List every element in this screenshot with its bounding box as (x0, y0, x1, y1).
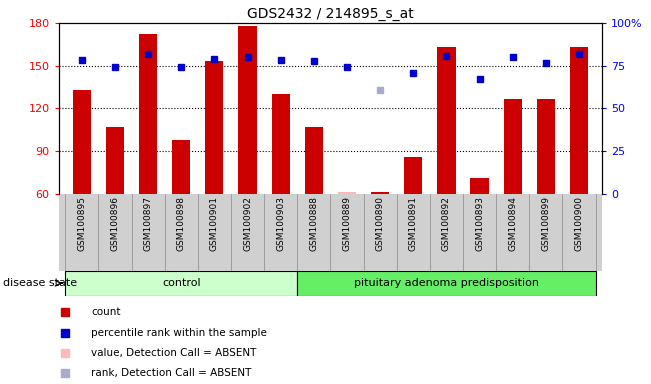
Title: GDS2432 / 214895_s_at: GDS2432 / 214895_s_at (247, 7, 414, 21)
Text: GSM100892: GSM100892 (442, 196, 451, 251)
Text: disease state: disease state (3, 278, 77, 288)
Text: GSM100902: GSM100902 (243, 196, 252, 251)
Text: GSM100889: GSM100889 (342, 196, 352, 251)
Bar (536, 99, 555, 194)
Text: GSM100900: GSM100900 (574, 196, 583, 251)
Bar (106, 127, 124, 194)
Bar (437, 47, 456, 194)
Bar (371, 192, 389, 194)
Bar (570, 47, 588, 194)
Bar (298, 271, 596, 296)
Text: GSM100890: GSM100890 (376, 196, 385, 251)
Text: GSM100888: GSM100888 (309, 196, 318, 251)
Bar (504, 99, 522, 194)
Text: GSM100891: GSM100891 (409, 196, 418, 251)
Bar (471, 178, 489, 194)
Bar (73, 90, 91, 194)
Text: pituitary adenoma predisposition: pituitary adenoma predisposition (354, 278, 539, 288)
Text: GSM100903: GSM100903 (276, 196, 285, 251)
Text: GSM100894: GSM100894 (508, 196, 517, 251)
Bar (205, 61, 223, 194)
Text: GSM100895: GSM100895 (77, 196, 87, 251)
Text: GSM100899: GSM100899 (542, 196, 550, 251)
Bar (271, 94, 290, 194)
Bar (172, 140, 190, 194)
Bar (305, 127, 323, 194)
Text: rank, Detection Call = ABSENT: rank, Detection Call = ABSENT (91, 368, 251, 378)
Text: control: control (162, 278, 201, 288)
Bar (404, 157, 422, 194)
Text: value, Detection Call = ABSENT: value, Detection Call = ABSENT (91, 348, 256, 358)
Text: percentile rank within the sample: percentile rank within the sample (91, 328, 267, 338)
Text: GSM100901: GSM100901 (210, 196, 219, 251)
Bar (65, 271, 298, 296)
Bar (338, 192, 356, 194)
Text: GSM100897: GSM100897 (144, 196, 152, 251)
Bar (238, 26, 256, 194)
Text: GSM100898: GSM100898 (176, 196, 186, 251)
Bar (139, 35, 157, 194)
Text: GSM100896: GSM100896 (111, 196, 119, 251)
Text: count: count (91, 306, 120, 316)
Text: GSM100893: GSM100893 (475, 196, 484, 251)
